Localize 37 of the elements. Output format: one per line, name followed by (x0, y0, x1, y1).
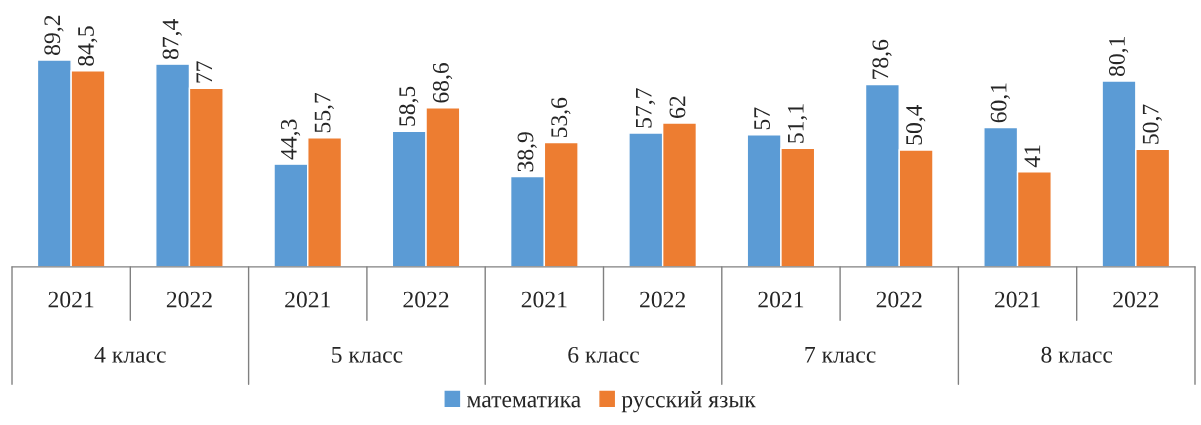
data-label: 80,1 (1108, 37, 1129, 77)
x-tick-label: 2022 (640, 291, 685, 308)
data-label: 58,5 (399, 86, 419, 126)
x-tick-label: 2021 (758, 291, 804, 308)
legend-label: русский язык (621, 390, 756, 413)
text: 5 класс (332, 347, 403, 363)
x-tick-label: 2022 (403, 291, 449, 308)
data-label: 68,6 (432, 63, 453, 103)
data-label: 62 (669, 96, 686, 118)
data-label: 87,4 (162, 19, 182, 60)
data-label: 55,7 (314, 92, 334, 133)
x-tick-label: 2022 (876, 291, 922, 308)
data-label: 44,3 (280, 119, 301, 160)
x-tick-label: 2021 (285, 291, 330, 308)
x-tick-label: 2021 (994, 291, 1040, 308)
x-tick-label: 2021 (48, 291, 94, 308)
text: 6 класс (568, 346, 639, 363)
data-label: 38,9 (517, 132, 537, 172)
data-label: 51,1 (787, 104, 808, 143)
text: 7 класс (805, 347, 876, 363)
data-label: 60,1 (990, 83, 1010, 123)
data-label: 57 (754, 107, 770, 130)
data-label: 50,7 (1142, 104, 1163, 144)
data-label: 50,4 (906, 104, 926, 145)
x-tick-label: 2022 (1113, 291, 1159, 308)
x-tick-label: 2021 (521, 291, 567, 308)
data-label: 78,6 (872, 39, 892, 79)
legend-label: математика (467, 396, 581, 408)
data-label: 53,6 (551, 97, 571, 138)
data-label: 57,7 (636, 88, 656, 128)
data-label: 77 (196, 61, 212, 83)
text: 8 класс (1041, 346, 1113, 363)
x-tick-label: 2022 (166, 291, 212, 308)
text: 4 класс (94, 346, 166, 363)
data-label: 41 (1024, 145, 1041, 168)
data-label: 84,5 (77, 26, 98, 66)
data-label: 89,2 (44, 15, 64, 55)
